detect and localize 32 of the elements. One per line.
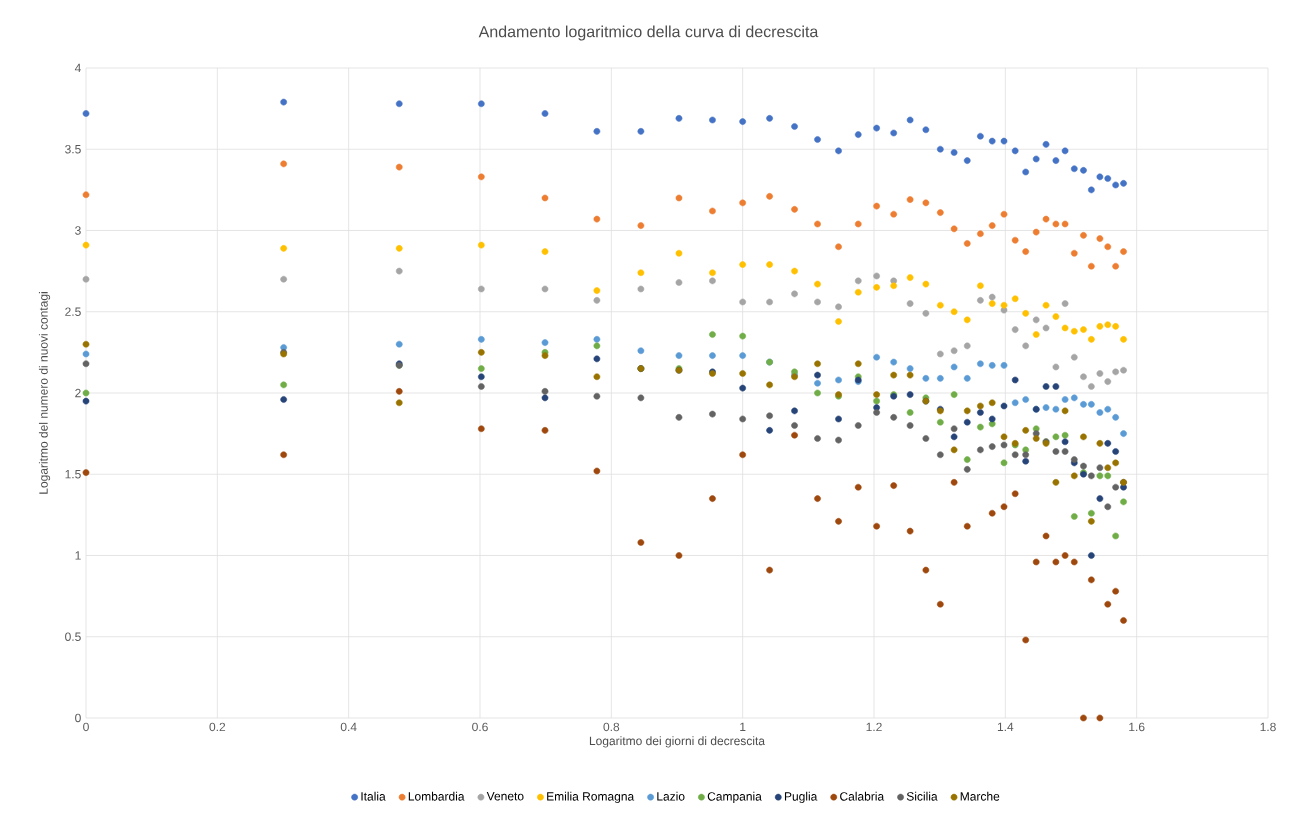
y-tick-label: 3 [75,226,81,235]
x-tick-label: 0.6 [472,722,488,732]
legend-label: Lombardia [408,791,465,801]
legend-label: Campania [707,791,762,804]
x-tick-label: 0 [83,722,89,732]
y-tick-label: 2 [75,388,81,398]
x-tick-label: 1.6 [1129,722,1145,732]
legend-label: Puglia [784,791,818,804]
chart-title: Andamento logaritmico della curva di decrescita [478,25,819,41]
y-tick-label: 0 [75,713,81,723]
legend-label: Calabria [840,791,885,801]
x-tick-label: 0.8 [603,722,620,732]
y-axis-title: Logaritmo del numero di nuovi contagi [38,292,51,494]
x-tick-label: 1.8 [1260,722,1276,732]
y-tick-label: 2.5 [65,307,81,316]
x-axis-title: Logaritmo dei giorni di decrescita [589,736,766,748]
legend-label: Italia [361,791,386,801]
legend-label: Marche [960,791,1000,801]
y-tick-label: 3.5 [65,144,81,154]
x-tick-label: 1.2 [866,722,882,732]
legend-label: Emilia Romagna [547,791,635,804]
legend-label: Veneto [486,792,524,801]
x-tick-label: 1.4 [997,722,1014,731]
legend-label: Lazio [657,791,685,801]
y-tick-label: 1.5 [65,470,81,479]
legend-label: Sicilia [906,791,938,801]
y-tick-label: 4 [74,63,81,73]
y-tick-label: 0.5 [65,632,81,641]
x-tick-label: 0.2 [209,722,226,732]
y-tick-label: 1 [75,551,81,560]
x-tick-label: 1 [740,722,746,731]
x-tick-label: 0.4 [340,722,357,732]
